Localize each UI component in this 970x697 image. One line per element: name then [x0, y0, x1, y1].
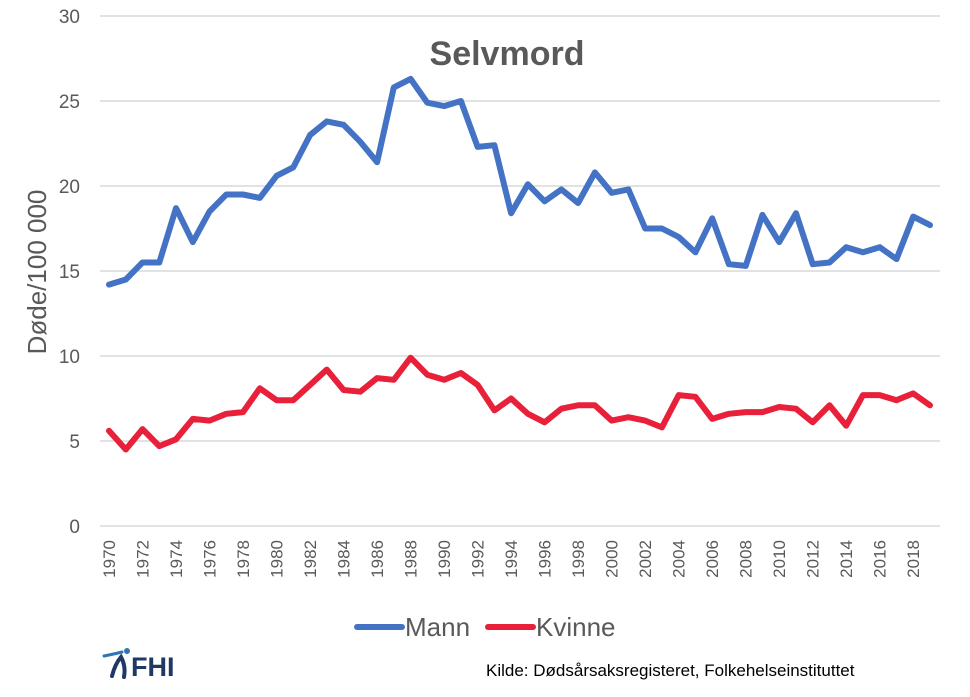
- y-tick-label-10: 10: [59, 347, 80, 368]
- legend: Mann Kvinne: [354, 612, 616, 642]
- series-line-mann: [106, 75, 933, 288]
- source-text: Kilde: Dødsårsaksregisteret, Folkehelsei…: [486, 661, 855, 680]
- fhi-logo-figure-icon: [110, 653, 127, 679]
- x-tick-label-2006: 2006: [703, 540, 722, 578]
- x-tick-label-1998: 1998: [569, 540, 588, 578]
- fhi-logo: FHI: [102, 648, 175, 682]
- legend-label-kvinne: Kvinne: [536, 612, 616, 642]
- x-tick-label-1994: 1994: [502, 540, 521, 578]
- x-tick-label-2004: 2004: [670, 540, 689, 578]
- x-tick-label-1972: 1972: [134, 540, 153, 578]
- y-tick-label-30: 30: [59, 7, 80, 28]
- y-tick-label-15: 15: [59, 262, 80, 283]
- y-axis-ticks: 0 5 10 15 20 25 30: [59, 7, 80, 538]
- x-tick-label-2008: 2008: [737, 540, 756, 578]
- x-tick-label-1980: 1980: [268, 540, 287, 578]
- x-tick-label-2000: 2000: [603, 540, 622, 578]
- legend-label-mann: Mann: [405, 612, 470, 642]
- x-tick-label-2016: 2016: [871, 540, 890, 578]
- x-axis-ticks: 1970 1972 1974 1976 1978 1980 1982 1984 1986 1988…: [100, 540, 923, 578]
- fhi-logo-swoosh-icon: [102, 650, 124, 658]
- series-group: [106, 75, 933, 453]
- y-axis-label: Døde/100 000: [22, 190, 52, 355]
- series-line-kvinne: [106, 354, 933, 453]
- x-tick-label-2014: 2014: [837, 540, 856, 578]
- x-tick-label-2010: 2010: [770, 540, 789, 578]
- y-tick-label-20: 20: [59, 177, 80, 198]
- x-tick-label-1996: 1996: [536, 540, 555, 578]
- x-tick-label-1992: 1992: [469, 540, 488, 578]
- y-tick-label-5: 5: [69, 432, 80, 453]
- gridlines: [100, 15, 940, 442]
- x-tick-label-1976: 1976: [201, 540, 220, 578]
- x-tick-label-2002: 2002: [636, 540, 655, 578]
- fhi-logo-dot-icon: [124, 648, 130, 654]
- x-tick-label-1970: 1970: [100, 540, 119, 578]
- y-tick-label-0: 0: [69, 517, 80, 538]
- x-tick-label-1986: 1986: [368, 540, 387, 578]
- x-tick-label-1988: 1988: [402, 540, 421, 578]
- x-tick-label-1982: 1982: [301, 540, 320, 578]
- x-tick-label-2018: 2018: [904, 540, 923, 578]
- x-tick-label-1990: 1990: [435, 540, 454, 578]
- x-tick-label-2012: 2012: [804, 540, 823, 578]
- x-tick-label-1974: 1974: [167, 540, 186, 578]
- chart-title: Selvmord: [430, 35, 585, 73]
- x-tick-label-1978: 1978: [234, 540, 253, 578]
- x-tick-label-1984: 1984: [335, 540, 354, 578]
- fhi-logo-text: FHI: [131, 652, 175, 682]
- y-tick-label-25: 25: [59, 92, 80, 113]
